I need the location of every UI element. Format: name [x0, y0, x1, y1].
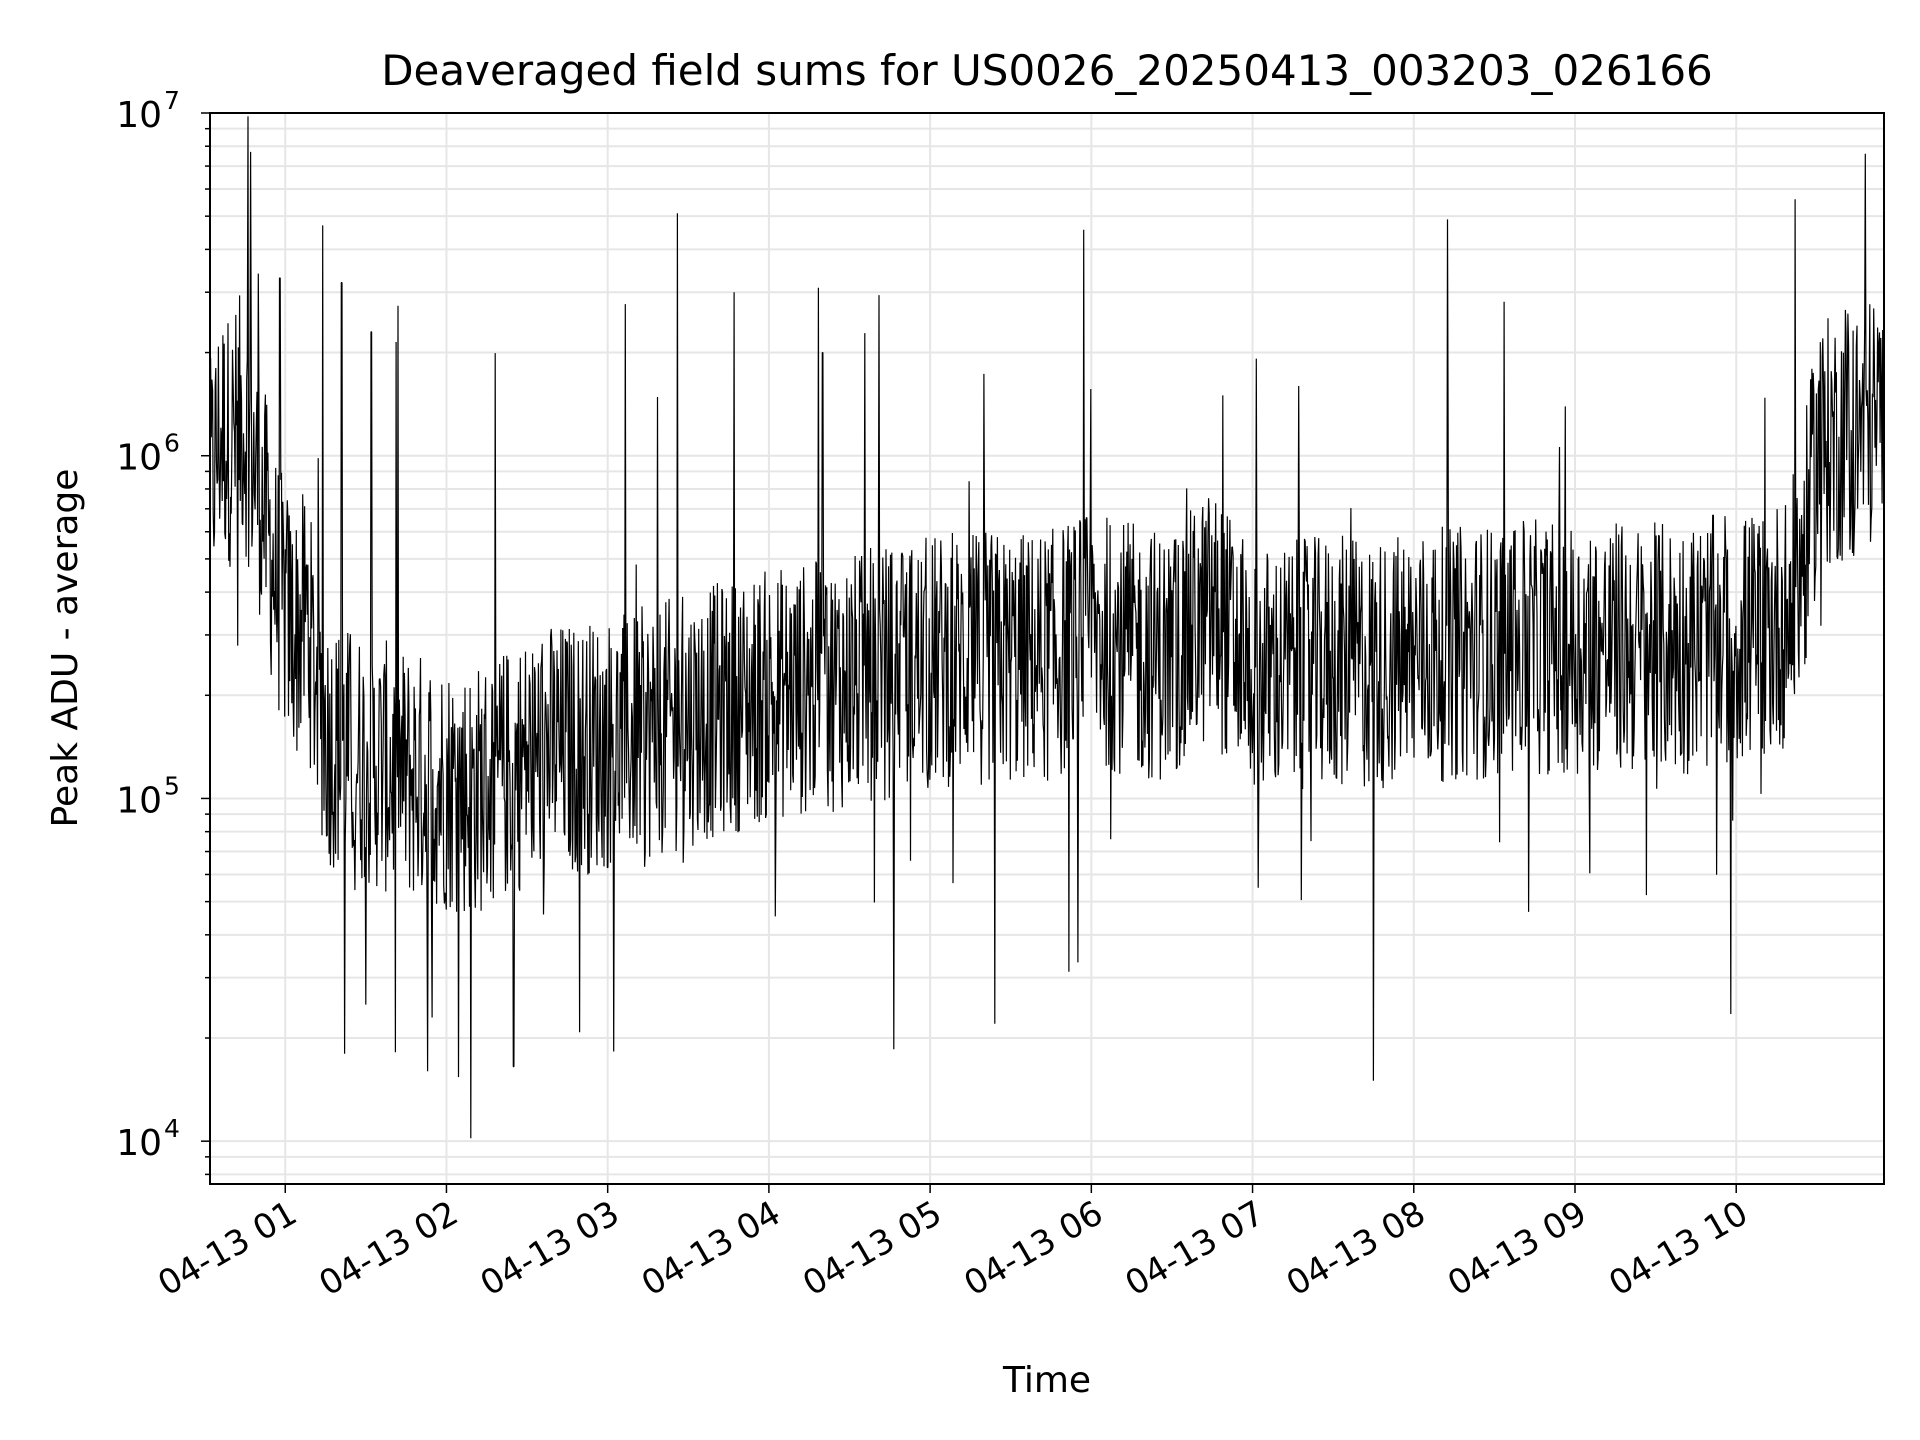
y-tick-label: 10	[116, 95, 162, 136]
plot-frame	[209, 112, 1885, 1185]
y-tick-exponent: 5	[164, 771, 180, 800]
y-tick-exponent: 4	[164, 1114, 180, 1143]
chart-title: Deaveraged field sums for US0026_2025041…	[381, 46, 1713, 95]
series	[209, 116, 1885, 1139]
data-line	[209, 116, 1885, 1139]
y-tick-exponent: 6	[164, 429, 180, 458]
y-tick-label: 10	[116, 1123, 162, 1164]
y-tick-exponent: 7	[164, 86, 180, 115]
y-tick-label: 10	[116, 438, 162, 479]
x-axis-label: Time	[1002, 1360, 1091, 1401]
y-axis-label: Peak ADU - average	[45, 469, 86, 828]
grid	[210, 112, 1884, 1184]
y-tick-label: 10	[116, 780, 162, 821]
